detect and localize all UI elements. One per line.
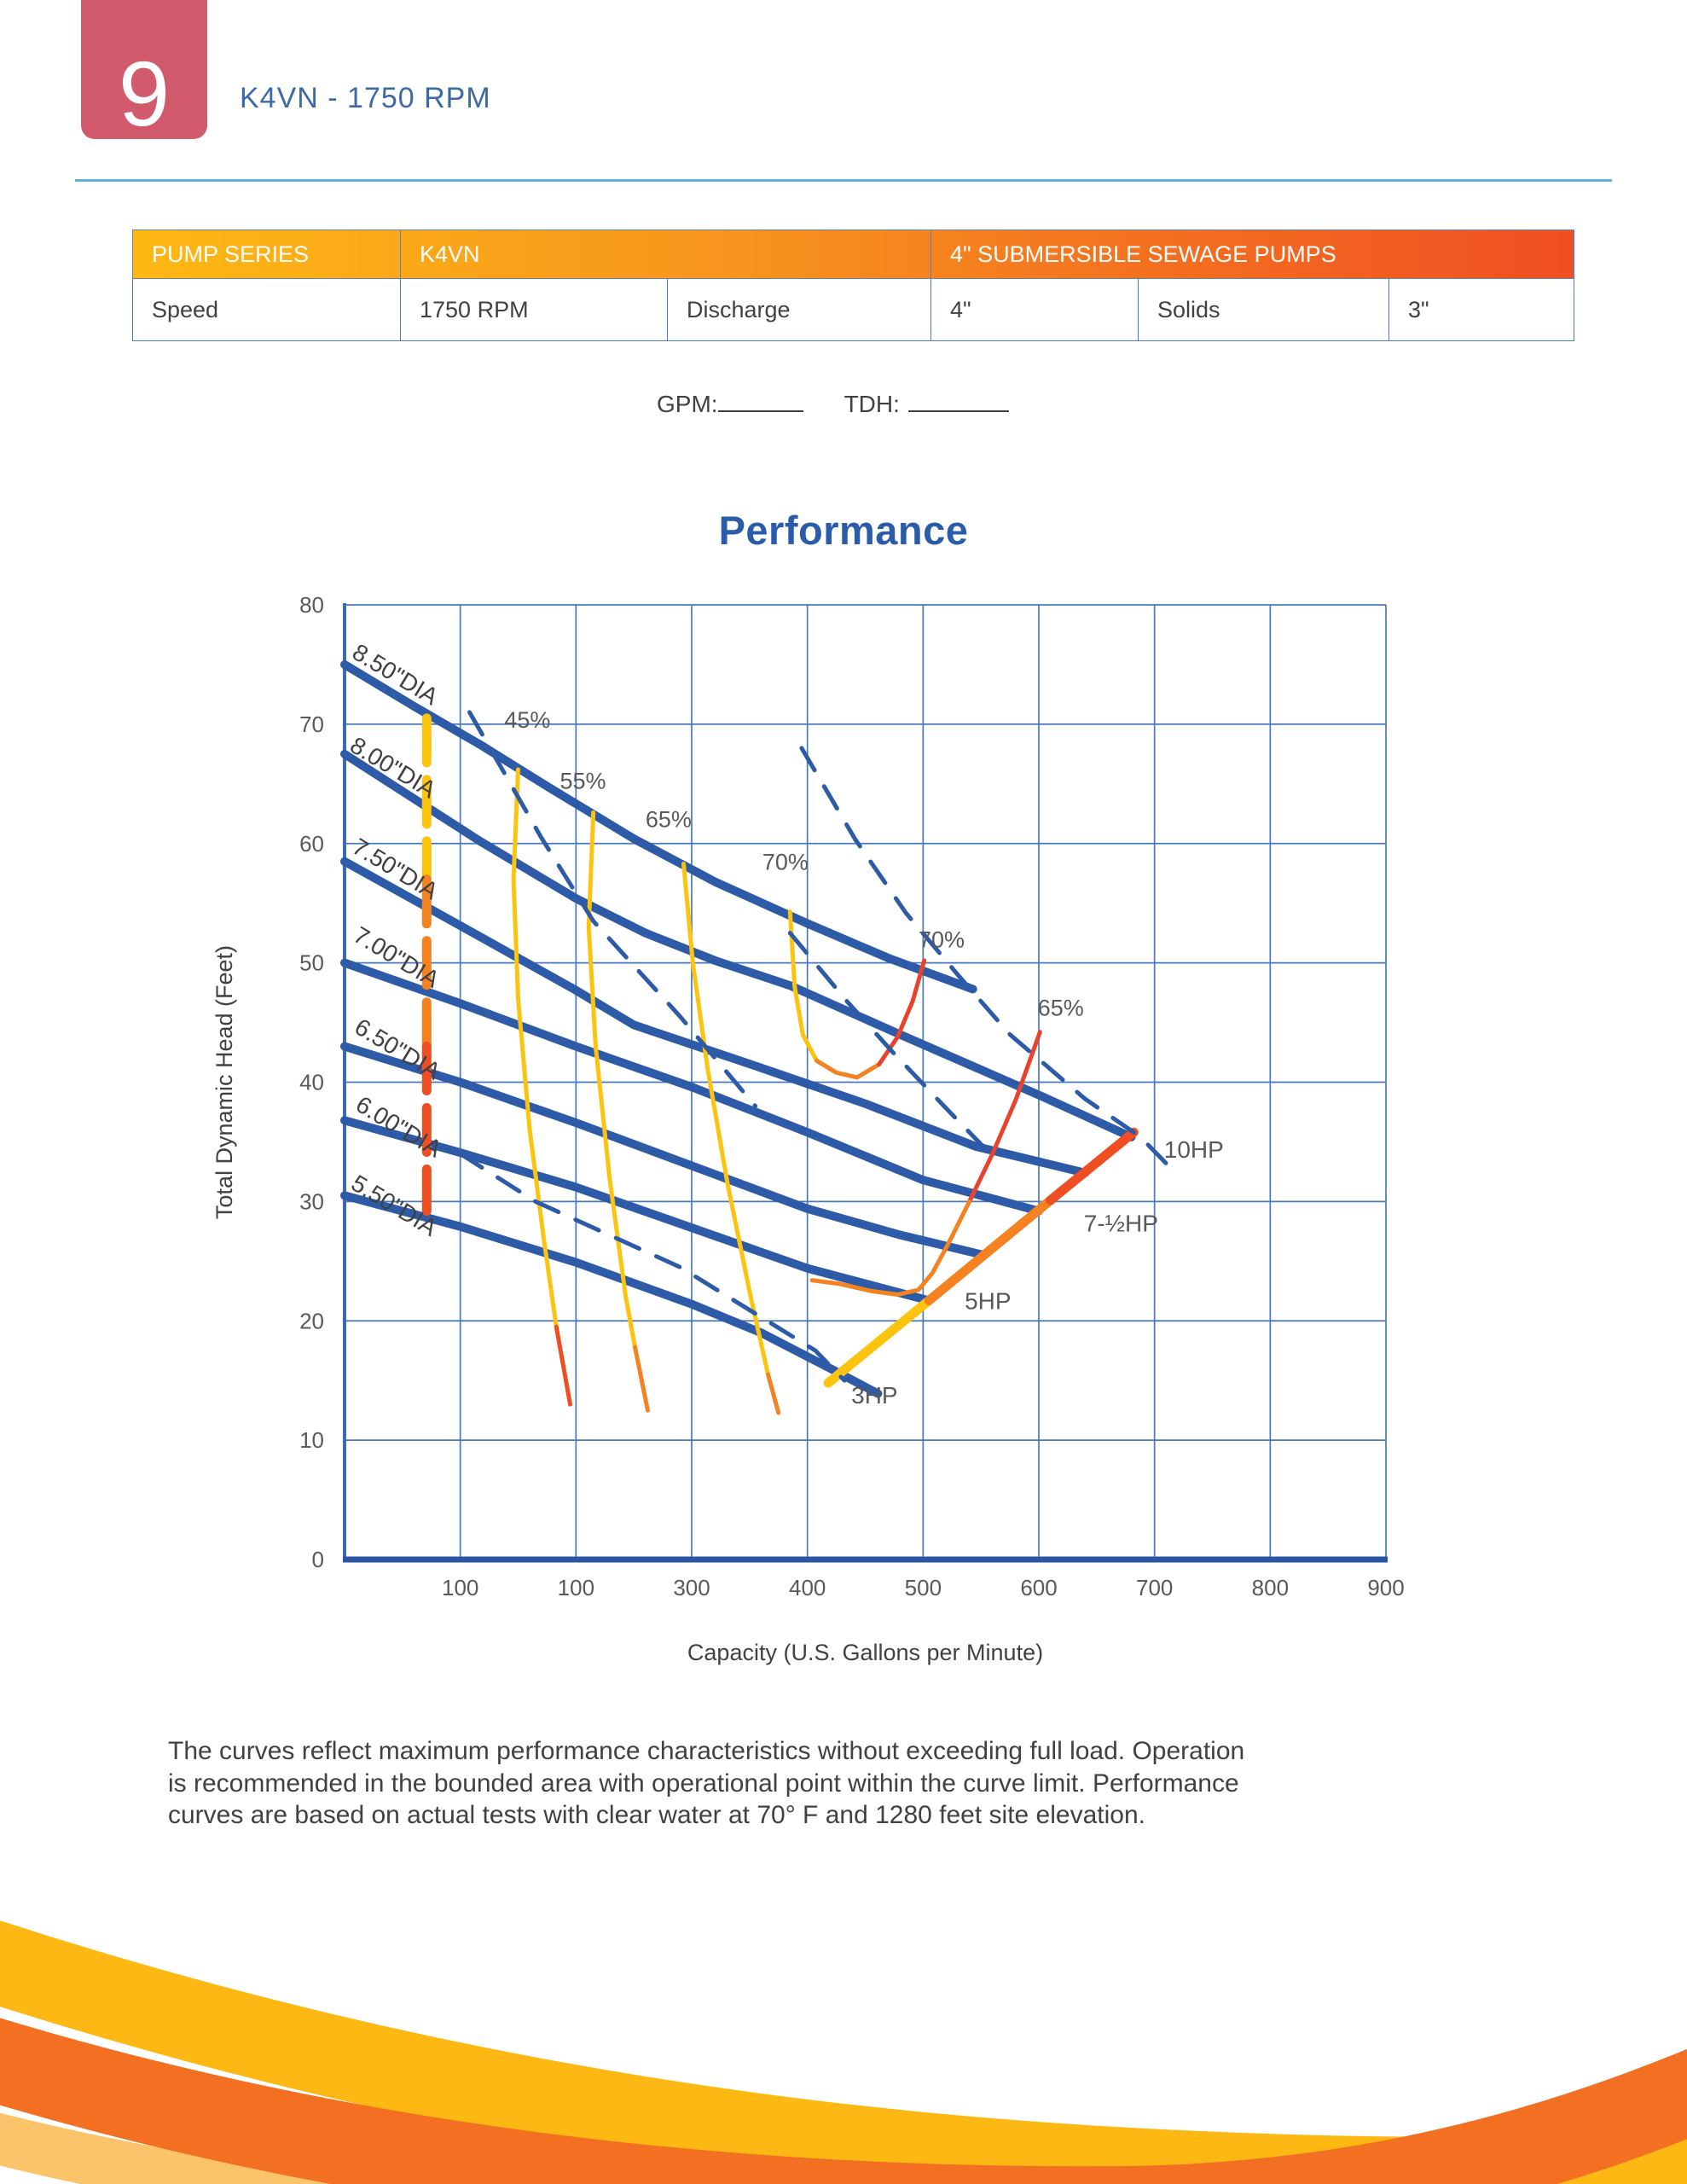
page-number: 9: [118, 42, 171, 146]
series-5.50-dia: [340, 1191, 883, 1398]
spec-solids-value: 3": [1388, 278, 1574, 341]
x-tick-5: 600: [1020, 1575, 1057, 1600]
spec-speed-label: Speed: [132, 278, 401, 341]
spec-header-pump-series: PUMP SERIES: [132, 229, 401, 279]
footer-swoosh-pale-band: [0, 2112, 412, 2184]
series-eff-70-right: [877, 958, 927, 1067]
header-divider: [75, 179, 1612, 182]
page-title: K4VN - 1750 RPM: [240, 82, 491, 114]
x-tick-8: 900: [1367, 1575, 1404, 1600]
y-axis-title: Total Dynamic Head (Feet): [212, 945, 237, 1219]
curve-label-7-hp: 7-½HP: [1084, 1211, 1158, 1237]
curve-label-5hp: 5HP: [965, 1288, 1011, 1315]
spec-table: PUMP SERIES K4VN 4" SUBMERSIBLE SEWAGE P…: [132, 229, 1574, 341]
y-tick-3: 50: [299, 950, 324, 976]
series-hp-limit-3-5: [823, 1295, 934, 1388]
spec-header-series-value: K4VN: [400, 229, 931, 279]
performance-chart: 8.50"DIA8.00"DIA7.50"DIA7.00"DIA6.50"DIA…: [212, 592, 1405, 1665]
series-envelope-dashed-right-inner: [787, 931, 990, 1154]
y-tick-2: 60: [299, 831, 324, 857]
y-tick-8: 0: [312, 1547, 324, 1572]
series-envelope-dashed-right-outer: [799, 746, 1175, 1173]
fill-in-line: GPM: TDH:: [657, 388, 1009, 418]
series-hp-limit-7.5-10: [1046, 1127, 1139, 1205]
gpm-label: GPM:: [657, 391, 718, 417]
spec-table-header-row: PUMP SERIES K4VN 4" SUBMERSIBLE SEWAGE P…: [132, 229, 1574, 279]
spec-speed-value: 1750 RPM: [400, 278, 668, 341]
series-eff-70-bottom: [815, 1058, 882, 1080]
x-tick-4: 500: [905, 1575, 942, 1600]
series-envelope-dashed-lower-left: [458, 1151, 847, 1383]
series-6.00-dia: [340, 1116, 934, 1305]
series-eff-55-tail: [633, 1345, 650, 1413]
series-8.00-dia: [340, 749, 1136, 1141]
series-eff-65-right-top: [967, 1030, 1042, 1204]
series-hp-limit-5-7.5: [924, 1195, 1056, 1305]
footnote-line-1: The curves reflect maximum performance c…: [168, 1737, 1245, 1765]
spec-discharge-label: Discharge: [667, 278, 931, 341]
x-tick-0: 100: [442, 1575, 478, 1600]
series-7.00-dia: [340, 958, 1043, 1216]
footer-swoosh-orange-band: [0, 2018, 1687, 2184]
series-eff-65-left: [681, 862, 771, 1377]
series-7.50-dia: [340, 857, 1090, 1177]
curve-label-70-: 70%: [762, 850, 809, 875]
series-envelope-dashed-left: [467, 710, 758, 1108]
y-tick-6: 20: [299, 1308, 324, 1333]
curve-label-70-: 70%: [919, 927, 965, 953]
series-6.50-dia: [340, 1042, 989, 1260]
x-tick-1: 100: [558, 1575, 594, 1600]
x-tick-3: 400: [789, 1575, 826, 1600]
series-eff-65-right-bottom: [809, 1199, 972, 1297]
footer-swoosh: [0, 1920, 1687, 2184]
y-tick-1: 70: [299, 712, 324, 737]
x-tick-6: 700: [1136, 1575, 1173, 1600]
footnote-line-2: is recommended in the bounded area with …: [168, 1769, 1239, 1798]
tdh-label: TDH:: [844, 391, 900, 417]
y-tick-0: 80: [299, 592, 324, 618]
x-tick-7: 800: [1252, 1575, 1289, 1600]
page-number-badge: 9: [81, 0, 207, 146]
series-eff-65-left-tail: [766, 1372, 781, 1415]
footnote-line-3: curves are based on actual tests with cl…: [168, 1801, 1145, 1829]
x-tick-2: 300: [673, 1575, 710, 1600]
series-eff-45: [511, 767, 559, 1329]
series-eff-45-tail: [554, 1324, 573, 1407]
series-eff-55: [586, 810, 638, 1350]
y-tick-4: 40: [299, 1070, 324, 1095]
x-axis-title: Capacity (U.S. Gallons per Minute): [687, 1640, 1043, 1665]
y-tick-7: 10: [299, 1427, 324, 1453]
curve-label-45-: 45%: [504, 707, 550, 733]
spec-header-pump-type: 4" SUBMERSIBLE SEWAGE PUMPS: [930, 229, 1574, 279]
curve-label-65-: 65%: [1038, 995, 1084, 1020]
curve-label-3hp: 3HP: [851, 1382, 897, 1409]
gpm-blank-field: [717, 388, 803, 412]
spec-table-value-row: Speed 1750 RPM Discharge 4" Solids 3": [132, 278, 1574, 341]
footnote: The curves reflect maximum performance c…: [168, 1735, 1550, 1832]
curve-label-65-: 65%: [646, 806, 692, 832]
curve-label-10hp: 10HP: [1164, 1136, 1224, 1163]
spec-solids-label: Solids: [1138, 278, 1389, 341]
tdh-blank-field: [907, 388, 1009, 412]
chart-title: Performance: [718, 508, 969, 553]
series-eff-70-left: [787, 909, 820, 1063]
curve-label-55-: 55%: [559, 769, 606, 794]
y-tick-5: 30: [299, 1188, 324, 1214]
spec-discharge-value: 4": [930, 278, 1139, 341]
series-8.50-dia: [340, 659, 977, 994]
